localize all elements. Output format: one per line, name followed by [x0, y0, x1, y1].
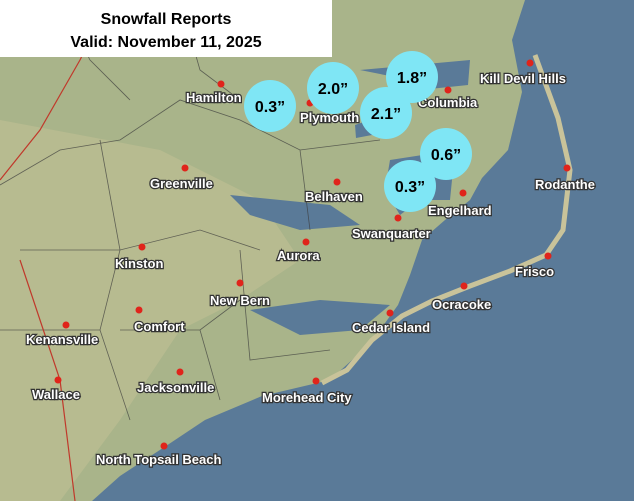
city-label: Swanquarter: [352, 226, 431, 241]
city-dot: [544, 252, 552, 260]
city-dot: [460, 282, 468, 290]
city-dot: [160, 442, 168, 450]
snow-report-label: 0.3”: [255, 99, 285, 116]
city-label: Wallace: [32, 387, 80, 402]
outer-banks: [320, 54, 573, 386]
city-label: Cedar Island: [352, 320, 430, 335]
city-dot: [54, 376, 62, 384]
city-label: Kinston: [115, 256, 163, 271]
city-dot: [135, 306, 143, 314]
inland-shade: [0, 120, 300, 501]
city-label: Greenville: [150, 176, 213, 191]
city-dot: [394, 214, 402, 222]
snow-report-bubble: [244, 80, 296, 132]
city-dot: [302, 238, 310, 246]
subtitle: Valid: November 11, 2025: [70, 34, 261, 51]
city-dot: [62, 321, 70, 329]
city-label: Ocracoke: [432, 297, 491, 312]
city-dot: [386, 309, 394, 317]
city-label: Aurora: [277, 248, 320, 263]
snow-report-bubble: [307, 62, 359, 114]
snow-report-bubble: [384, 160, 436, 212]
city-label: New Bern: [210, 293, 270, 308]
snow-report-bubble: [360, 87, 412, 139]
city-dot: [459, 189, 467, 197]
snow-report-bubble: [420, 128, 472, 180]
city-label: Frisco: [515, 264, 554, 279]
snow-report-label: 2.1”: [371, 106, 401, 123]
city-label: Kenansville: [26, 332, 98, 347]
city-label: Jacksonville: [137, 380, 214, 395]
city-dot: [217, 80, 225, 88]
city-label: Comfort: [134, 319, 185, 334]
city-label: Hamilton: [186, 90, 242, 105]
city-label: Morehead City: [262, 390, 352, 405]
city-dot: [563, 164, 571, 172]
city-dot: [138, 243, 146, 251]
city-label: Plymouth: [300, 110, 359, 125]
city-dot: [444, 86, 452, 94]
city-label: Belhaven: [305, 189, 363, 204]
city-dot: [236, 279, 244, 287]
title: Snowfall Reports: [101, 11, 232, 28]
city-label: Rodanthe: [535, 177, 595, 192]
city-label: Kill Devil Hills: [480, 71, 566, 86]
snow-report-label: 0.3”: [395, 179, 425, 196]
city-dot: [526, 59, 534, 67]
snow-report-label: 1.8”: [397, 70, 427, 87]
county-lines: [0, 0, 381, 421]
city-dot: [181, 164, 189, 172]
snow-report-label: 0.6”: [431, 147, 461, 164]
city-label: Engelhard: [428, 203, 492, 218]
title-box: [0, 0, 332, 57]
city-dot: [312, 377, 320, 385]
snow-report-label: 2.0”: [318, 81, 348, 98]
city-dot: [333, 178, 341, 186]
city-label: North Topsail Beach: [96, 452, 222, 467]
city-dot: [176, 368, 184, 376]
snow-report-bubble: [386, 51, 438, 103]
city-label: Columbia: [418, 95, 478, 110]
